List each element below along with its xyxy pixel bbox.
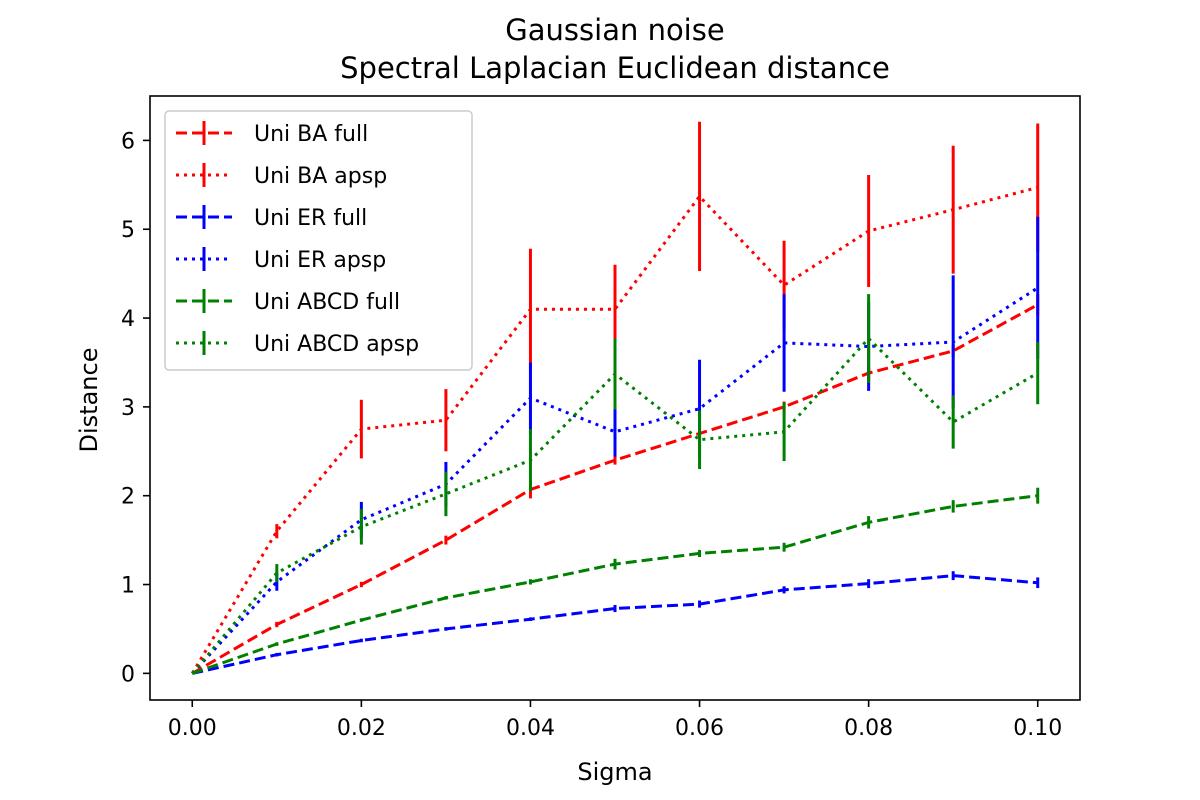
x-tick-label: 0.04 <box>506 716 555 741</box>
legend-label: Uni ABCD apsp <box>254 332 419 357</box>
legend-label: Uni BA apsp <box>254 164 387 189</box>
y-tick-label: 1 <box>121 574 135 599</box>
plot-frame <box>149 95 1081 701</box>
chart-subtitle: Spectral Laplacian Euclidean distance <box>340 51 890 85</box>
legend-item: Uni BA apsp <box>176 163 387 189</box>
x-tick-label: 0.10 <box>1013 716 1062 741</box>
legend-label: Uni ER apsp <box>254 248 386 273</box>
x-axis-ticks: 0.00 0.02 0.04 0.06 0.08 0.10 <box>168 700 1062 741</box>
y-axis-label: Distance <box>75 348 103 453</box>
y-tick-label: 5 <box>121 218 135 243</box>
legend-label: Uni ABCD full <box>254 290 400 315</box>
chart-title: Gaussian noise <box>505 13 724 47</box>
series-4 <box>191 487 1040 675</box>
series-2 <box>191 571 1040 675</box>
series-3 <box>191 216 1040 675</box>
series-line <box>191 494 1038 675</box>
series-line <box>191 303 1039 675</box>
y-tick-label: 4 <box>121 307 135 332</box>
x-tick-label: 0.06 <box>675 716 724 741</box>
legend: Uni BA full Uni BA apsp Uni ER full Uni ER … <box>164 110 473 371</box>
x-axis-label: Sigma <box>577 758 652 786</box>
y-axis-ticks: 0 1 2 3 4 5 6 <box>121 129 150 687</box>
legend-item: Uni ER full <box>176 205 367 231</box>
series-line <box>191 336 1039 675</box>
legend-item: Uni ABCD apsp <box>176 331 419 357</box>
legend-label: Uni ER full <box>254 206 367 231</box>
x-tick-label: 0.08 <box>844 716 893 741</box>
legend-item: Uni ABCD full <box>176 289 400 315</box>
x-tick-label: 0.00 <box>168 716 217 741</box>
legend-item: Uni ER apsp <box>176 247 386 273</box>
y-tick-label: 6 <box>121 129 135 154</box>
y-tick-label: 2 <box>121 485 135 510</box>
y-tick-label: 0 <box>121 662 135 687</box>
series-line <box>191 574 1038 675</box>
y-tick-label: 3 <box>121 396 135 421</box>
legend-label: Uni BA full <box>254 122 368 147</box>
series-layer <box>191 121 1040 675</box>
series-5 <box>191 294 1040 675</box>
x-tick-label: 0.02 <box>337 716 386 741</box>
legend-item: Uni BA full <box>176 121 368 147</box>
legend-box <box>164 110 473 371</box>
series-line <box>191 186 1039 675</box>
series-line <box>191 286 1039 675</box>
